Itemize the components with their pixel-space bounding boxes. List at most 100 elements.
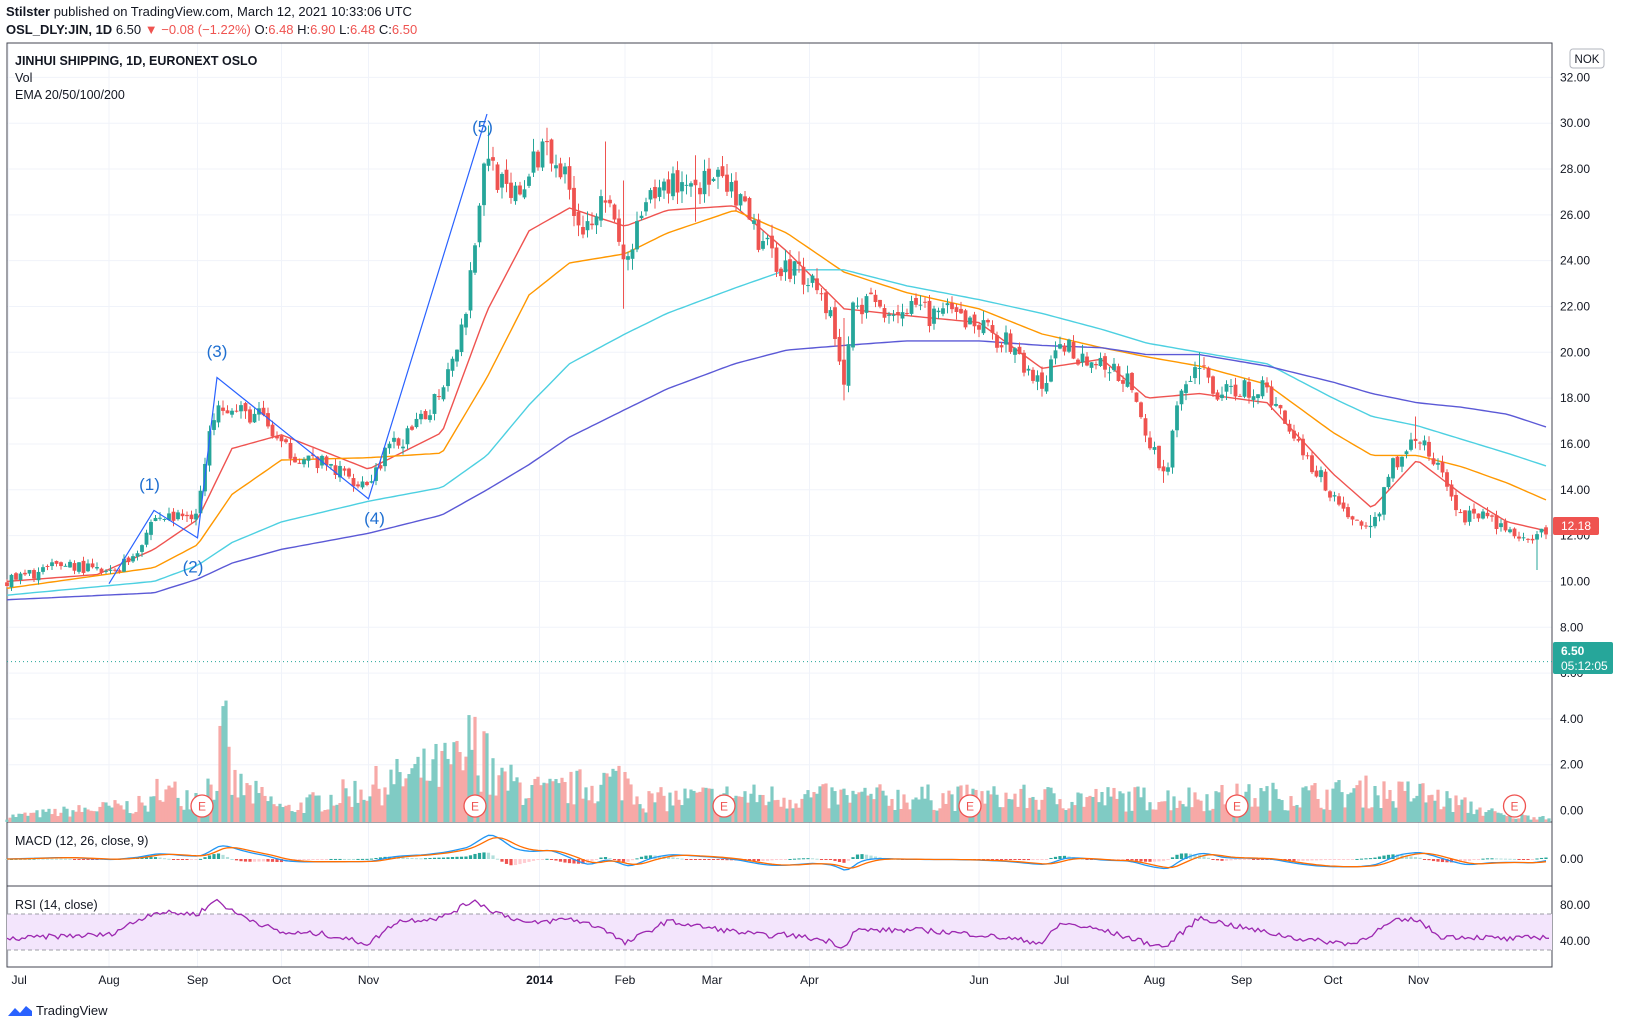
macd-histogram-bar (828, 859, 833, 860)
candle-body (815, 278, 819, 291)
legend-ema[interactable]: EMA 20/50/100/200 (15, 88, 125, 102)
volume-bar (230, 794, 234, 822)
volume-bar (1208, 810, 1212, 822)
volume-bar (278, 803, 282, 822)
volume-bar (1538, 816, 1542, 822)
symbol-label[interactable]: OSL_DLY:JIN, 1D (6, 22, 113, 37)
volume-bar (878, 784, 882, 822)
macd-histogram-bar (63, 858, 68, 860)
earnings-marker (190, 794, 214, 818)
volume-bar (1358, 780, 1362, 822)
macd-histogram-bar (459, 856, 464, 859)
publisher-name[interactable]: Stilster (6, 4, 51, 19)
volume-bar (1082, 806, 1086, 822)
volume-bar (1415, 795, 1419, 822)
last-price-label: 6.50 05:12:05 (1553, 642, 1613, 674)
macd-histogram-bar (756, 859, 761, 862)
volume-bar (929, 800, 933, 822)
volume-bar (254, 780, 258, 822)
candle-body (887, 314, 891, 316)
high-label: H: (297, 22, 311, 37)
volume-bar (863, 787, 867, 822)
volume-bar (575, 770, 579, 822)
volume-bar (515, 777, 519, 822)
candle-body (1166, 467, 1170, 472)
macd-histogram-bar (1521, 859, 1526, 860)
earnings-marker (958, 794, 982, 818)
macd-histogram-bar (351, 858, 356, 860)
candle-body (545, 140, 549, 143)
macd-histogram-bar (1031, 859, 1035, 861)
volume-bar (374, 766, 378, 822)
candle-body (968, 317, 972, 325)
volume-bar (767, 801, 771, 822)
volume-bar (1304, 786, 1308, 822)
legend-title[interactable]: JINHUI SHIPPING, 1D, EURONEXT OSLO (15, 54, 258, 68)
volume-bar (761, 794, 765, 822)
candle-body (666, 179, 671, 194)
volume-bar (644, 812, 648, 822)
rsi-label[interactable]: RSI (14, close) (15, 898, 98, 912)
volume-bar (932, 809, 936, 822)
candle-body (1116, 366, 1121, 381)
volume-bar (809, 797, 813, 822)
macd-histogram-bar (1292, 859, 1296, 861)
candle-body (198, 490, 203, 514)
candle-body (1328, 491, 1332, 498)
volume-bar (1319, 807, 1323, 822)
wave-label: (4) (364, 509, 385, 528)
volume-bar (59, 812, 63, 822)
candle-body (1274, 403, 1278, 406)
macd-label[interactable]: MACD (12, 26, close, 9) (15, 834, 148, 848)
macd-histogram-bar (369, 858, 374, 860)
volume-bar (998, 807, 1002, 822)
volume-bar (857, 792, 861, 822)
candle-body (140, 545, 144, 552)
candle-body (459, 324, 464, 353)
macd-histogram-bar (311, 859, 315, 860)
volume-bar (116, 803, 120, 822)
macd-histogram-bar (1314, 859, 1319, 861)
candle-body (324, 456, 329, 466)
candle-body (72, 563, 77, 571)
candle-body (612, 204, 617, 220)
macd-histogram-bar (279, 859, 284, 863)
candle-body (32, 570, 36, 579)
macd-histogram-bar (666, 856, 671, 859)
footer-logo[interactable]: TradingView (8, 1003, 108, 1018)
macd-histogram-bar (1395, 854, 1400, 859)
macd-histogram-bar (504, 859, 509, 864)
volume-bar (914, 797, 918, 822)
volume-bar (413, 763, 417, 822)
candle-body (716, 169, 720, 177)
macd-histogram-bar (1161, 859, 1166, 862)
volume-bar (1190, 807, 1194, 822)
ema-price-text: 12.18 (1561, 519, 1591, 533)
volume-bar (1061, 808, 1065, 822)
volume-bar (1505, 816, 1509, 822)
volume-bar (431, 759, 435, 822)
macd-histogram-bar (230, 858, 234, 860)
volume-bar (1445, 791, 1449, 822)
macd-histogram-bar (1350, 859, 1355, 860)
macd-histogram-bar (234, 859, 239, 861)
volume-bar (80, 811, 84, 822)
candle-body (531, 151, 536, 173)
volume-bar (1097, 802, 1101, 822)
volume-bar (62, 806, 66, 822)
legend-vol[interactable]: Vol (15, 71, 32, 85)
currency-badge[interactable]: NOK (1569, 48, 1605, 69)
macd-histogram-bar (842, 859, 846, 863)
volume-bar (383, 787, 387, 822)
volume-bar (1442, 806, 1446, 822)
volume-bar (356, 802, 360, 822)
low-label: L: (339, 22, 350, 37)
volume-bar (689, 789, 693, 822)
candle-body (608, 199, 612, 204)
volume-bar (398, 772, 402, 822)
volume-bar (599, 784, 603, 822)
volume-bar (1028, 797, 1032, 822)
volume-bar (290, 811, 294, 822)
macd-histogram-bar (608, 858, 612, 860)
